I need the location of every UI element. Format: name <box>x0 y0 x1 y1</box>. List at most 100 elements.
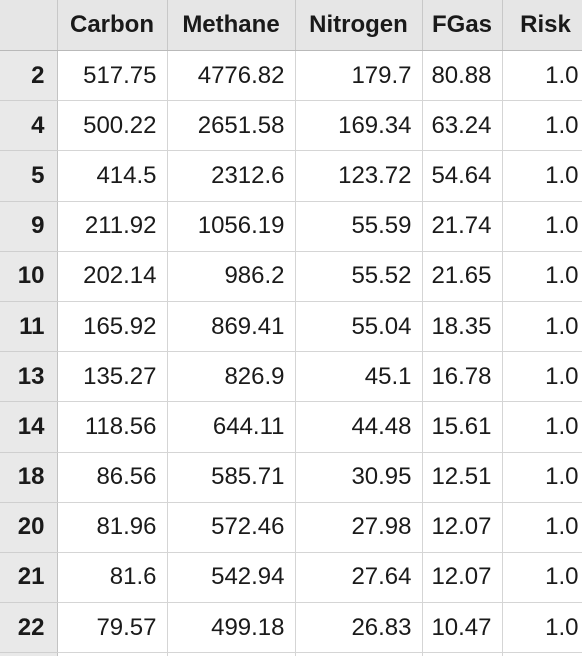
cell-nitrogen[interactable]: 44.48 <box>295 401 423 453</box>
row-number-header[interactable]: 5 <box>0 150 58 202</box>
cell-methane[interactable]: 542.94 <box>167 552 296 604</box>
row-number-header[interactable]: 13 <box>0 351 58 403</box>
cell-risk[interactable]: 1.0 <box>502 100 582 152</box>
cell-nitrogen[interactable]: 123.72 <box>295 150 423 202</box>
cell-risk[interactable]: 1.0 <box>502 552 582 604</box>
cell-fgas[interactable]: 54.64 <box>422 150 503 202</box>
column-header-fgas[interactable]: FGas <box>422 0 503 51</box>
cell-methane[interactable]: 499.18 <box>167 602 296 654</box>
row-number-header[interactable]: 9 <box>0 201 58 252</box>
table-row[interactable]: 2 517.75 4776.82 179.7 80.88 1.0 <box>0 50 582 102</box>
cell-nitrogen[interactable]: 30.95 <box>295 452 423 503</box>
cell-carbon[interactable]: 517.75 <box>57 50 168 102</box>
cell-methane[interactable]: 986.2 <box>167 251 296 302</box>
cell-nitrogen[interactable] <box>295 652 423 656</box>
header-row: Carbon Methane Nitrogen FGas Risk <box>0 0 582 51</box>
column-header-risk[interactable]: Risk <box>502 0 582 51</box>
cell-carbon[interactable]: 81.96 <box>57 502 168 553</box>
cell-fgas[interactable]: 80.88 <box>422 50 503 102</box>
cell-nitrogen[interactable]: 55.52 <box>295 251 423 302</box>
cell-methane[interactable]: 869.41 <box>167 301 296 353</box>
cell-carbon[interactable]: 79.57 <box>57 602 168 654</box>
cell-fgas[interactable]: 15.61 <box>422 401 503 453</box>
cell-fgas[interactable]: 12.07 <box>422 502 503 553</box>
table-row[interactable]: 20 81.96 572.46 27.98 12.07 1.0 <box>0 502 582 553</box>
cell-risk[interactable]: 1.0 <box>502 452 582 503</box>
cell-carbon[interactable]: 81.6 <box>57 552 168 604</box>
table-row[interactable]: 22 79.57 499.18 26.83 10.47 1.0 <box>0 602 582 654</box>
cell-fgas[interactable]: 12.51 <box>422 452 503 503</box>
cell-methane[interactable]: 572.46 <box>167 502 296 553</box>
cell-nitrogen[interactable]: 45.1 <box>295 351 423 403</box>
cell-methane[interactable]: 585.71 <box>167 452 296 503</box>
cell-nitrogen[interactable]: 27.98 <box>295 502 423 553</box>
cell-risk[interactable]: 1.0 <box>502 251 582 302</box>
cell-fgas[interactable]: 21.65 <box>422 251 503 302</box>
cell-carbon[interactable] <box>57 652 168 656</box>
cell-fgas[interactable]: 18.35 <box>422 301 503 353</box>
cell-fgas[interactable]: 10.47 <box>422 602 503 654</box>
cell-methane[interactable]: 2312.6 <box>167 150 296 202</box>
cell-nitrogen[interactable]: 26.83 <box>295 602 423 654</box>
table-row[interactable]: 5 414.5 2312.6 123.72 54.64 1.0 <box>0 150 582 202</box>
cell-nitrogen[interactable]: 55.04 <box>295 301 423 353</box>
table-row[interactable]: 21 81.6 542.94 27.64 12.07 1.0 <box>0 552 582 604</box>
cell-methane[interactable]: 2651.58 <box>167 100 296 152</box>
cell-fgas[interactable]: 16.78 <box>422 351 503 403</box>
table-row[interactable]: 4 500.22 2651.58 169.34 63.24 1.0 <box>0 100 582 152</box>
cell-nitrogen[interactable]: 27.64 <box>295 552 423 604</box>
cell-risk[interactable]: 1.0 <box>502 301 582 353</box>
cell-methane[interactable]: 1056.19 <box>167 201 296 252</box>
table-row[interactable]: 13 135.27 826.9 45.1 16.78 1.0 <box>0 351 582 403</box>
cell-carbon[interactable]: 135.27 <box>57 351 168 403</box>
corner-cell[interactable] <box>0 0 58 51</box>
table-row[interactable]: 14 118.56 644.11 44.48 15.61 1.0 <box>0 401 582 453</box>
cell-carbon[interactable]: 86.56 <box>57 452 168 503</box>
row-number-header[interactable]: 10 <box>0 251 58 302</box>
cell-risk[interactable] <box>502 652 582 656</box>
cell-nitrogen[interactable]: 179.7 <box>295 50 423 102</box>
cell-risk[interactable]: 1.0 <box>502 502 582 553</box>
cell-carbon[interactable]: 118.56 <box>57 401 168 453</box>
cell-methane[interactable]: 644.11 <box>167 401 296 453</box>
row-number-header[interactable]: 20 <box>0 502 58 553</box>
column-header-methane[interactable]: Methane <box>167 0 296 51</box>
cell-carbon[interactable]: 500.22 <box>57 100 168 152</box>
row-number-header[interactable]: 14 <box>0 401 58 453</box>
table-row[interactable]: 18 86.56 585.71 30.95 12.51 1.0 <box>0 452 582 503</box>
cell-risk[interactable]: 1.0 <box>502 401 582 453</box>
table-row[interactable] <box>0 652 582 656</box>
cell-methane[interactable] <box>167 652 296 656</box>
column-header-nitrogen[interactable]: Nitrogen <box>295 0 423 51</box>
cell-carbon[interactable]: 202.14 <box>57 251 168 302</box>
cell-nitrogen[interactable]: 169.34 <box>295 100 423 152</box>
cell-risk[interactable]: 1.0 <box>502 602 582 654</box>
cell-risk[interactable]: 1.0 <box>502 201 582 252</box>
cell-fgas[interactable]: 63.24 <box>422 100 503 152</box>
table-header: Carbon Methane Nitrogen FGas Risk <box>0 0 582 51</box>
row-number-header[interactable]: 18 <box>0 452 58 503</box>
column-header-carbon[interactable]: Carbon <box>57 0 168 51</box>
cell-fgas[interactable]: 21.74 <box>422 201 503 252</box>
cell-risk[interactable]: 1.0 <box>502 351 582 403</box>
table-row[interactable]: 10 202.14 986.2 55.52 21.65 1.0 <box>0 251 582 302</box>
row-number-header[interactable]: 4 <box>0 100 58 152</box>
cell-risk[interactable]: 1.0 <box>502 50 582 102</box>
cell-methane[interactable]: 4776.82 <box>167 50 296 102</box>
cell-carbon[interactable]: 211.92 <box>57 201 168 252</box>
table-row[interactable]: 9 211.92 1056.19 55.59 21.74 1.0 <box>0 201 582 252</box>
row-number-header[interactable]: 22 <box>0 602 58 654</box>
row-number-header[interactable]: 2 <box>0 50 58 102</box>
row-number-header[interactable]: 11 <box>0 301 58 353</box>
cell-fgas[interactable]: 12.07 <box>422 552 503 604</box>
cell-nitrogen[interactable]: 55.59 <box>295 201 423 252</box>
cell-carbon[interactable]: 165.92 <box>57 301 168 353</box>
cell-risk[interactable]: 1.0 <box>502 150 582 202</box>
table-row[interactable]: 11 165.92 869.41 55.04 18.35 1.0 <box>0 301 582 353</box>
row-number-header[interactable]: 21 <box>0 552 58 604</box>
cell-methane[interactable]: 826.9 <box>167 351 296 403</box>
cell-carbon[interactable]: 414.5 <box>57 150 168 202</box>
cell-fgas[interactable] <box>422 652 503 656</box>
row-number-header[interactable] <box>0 652 58 656</box>
